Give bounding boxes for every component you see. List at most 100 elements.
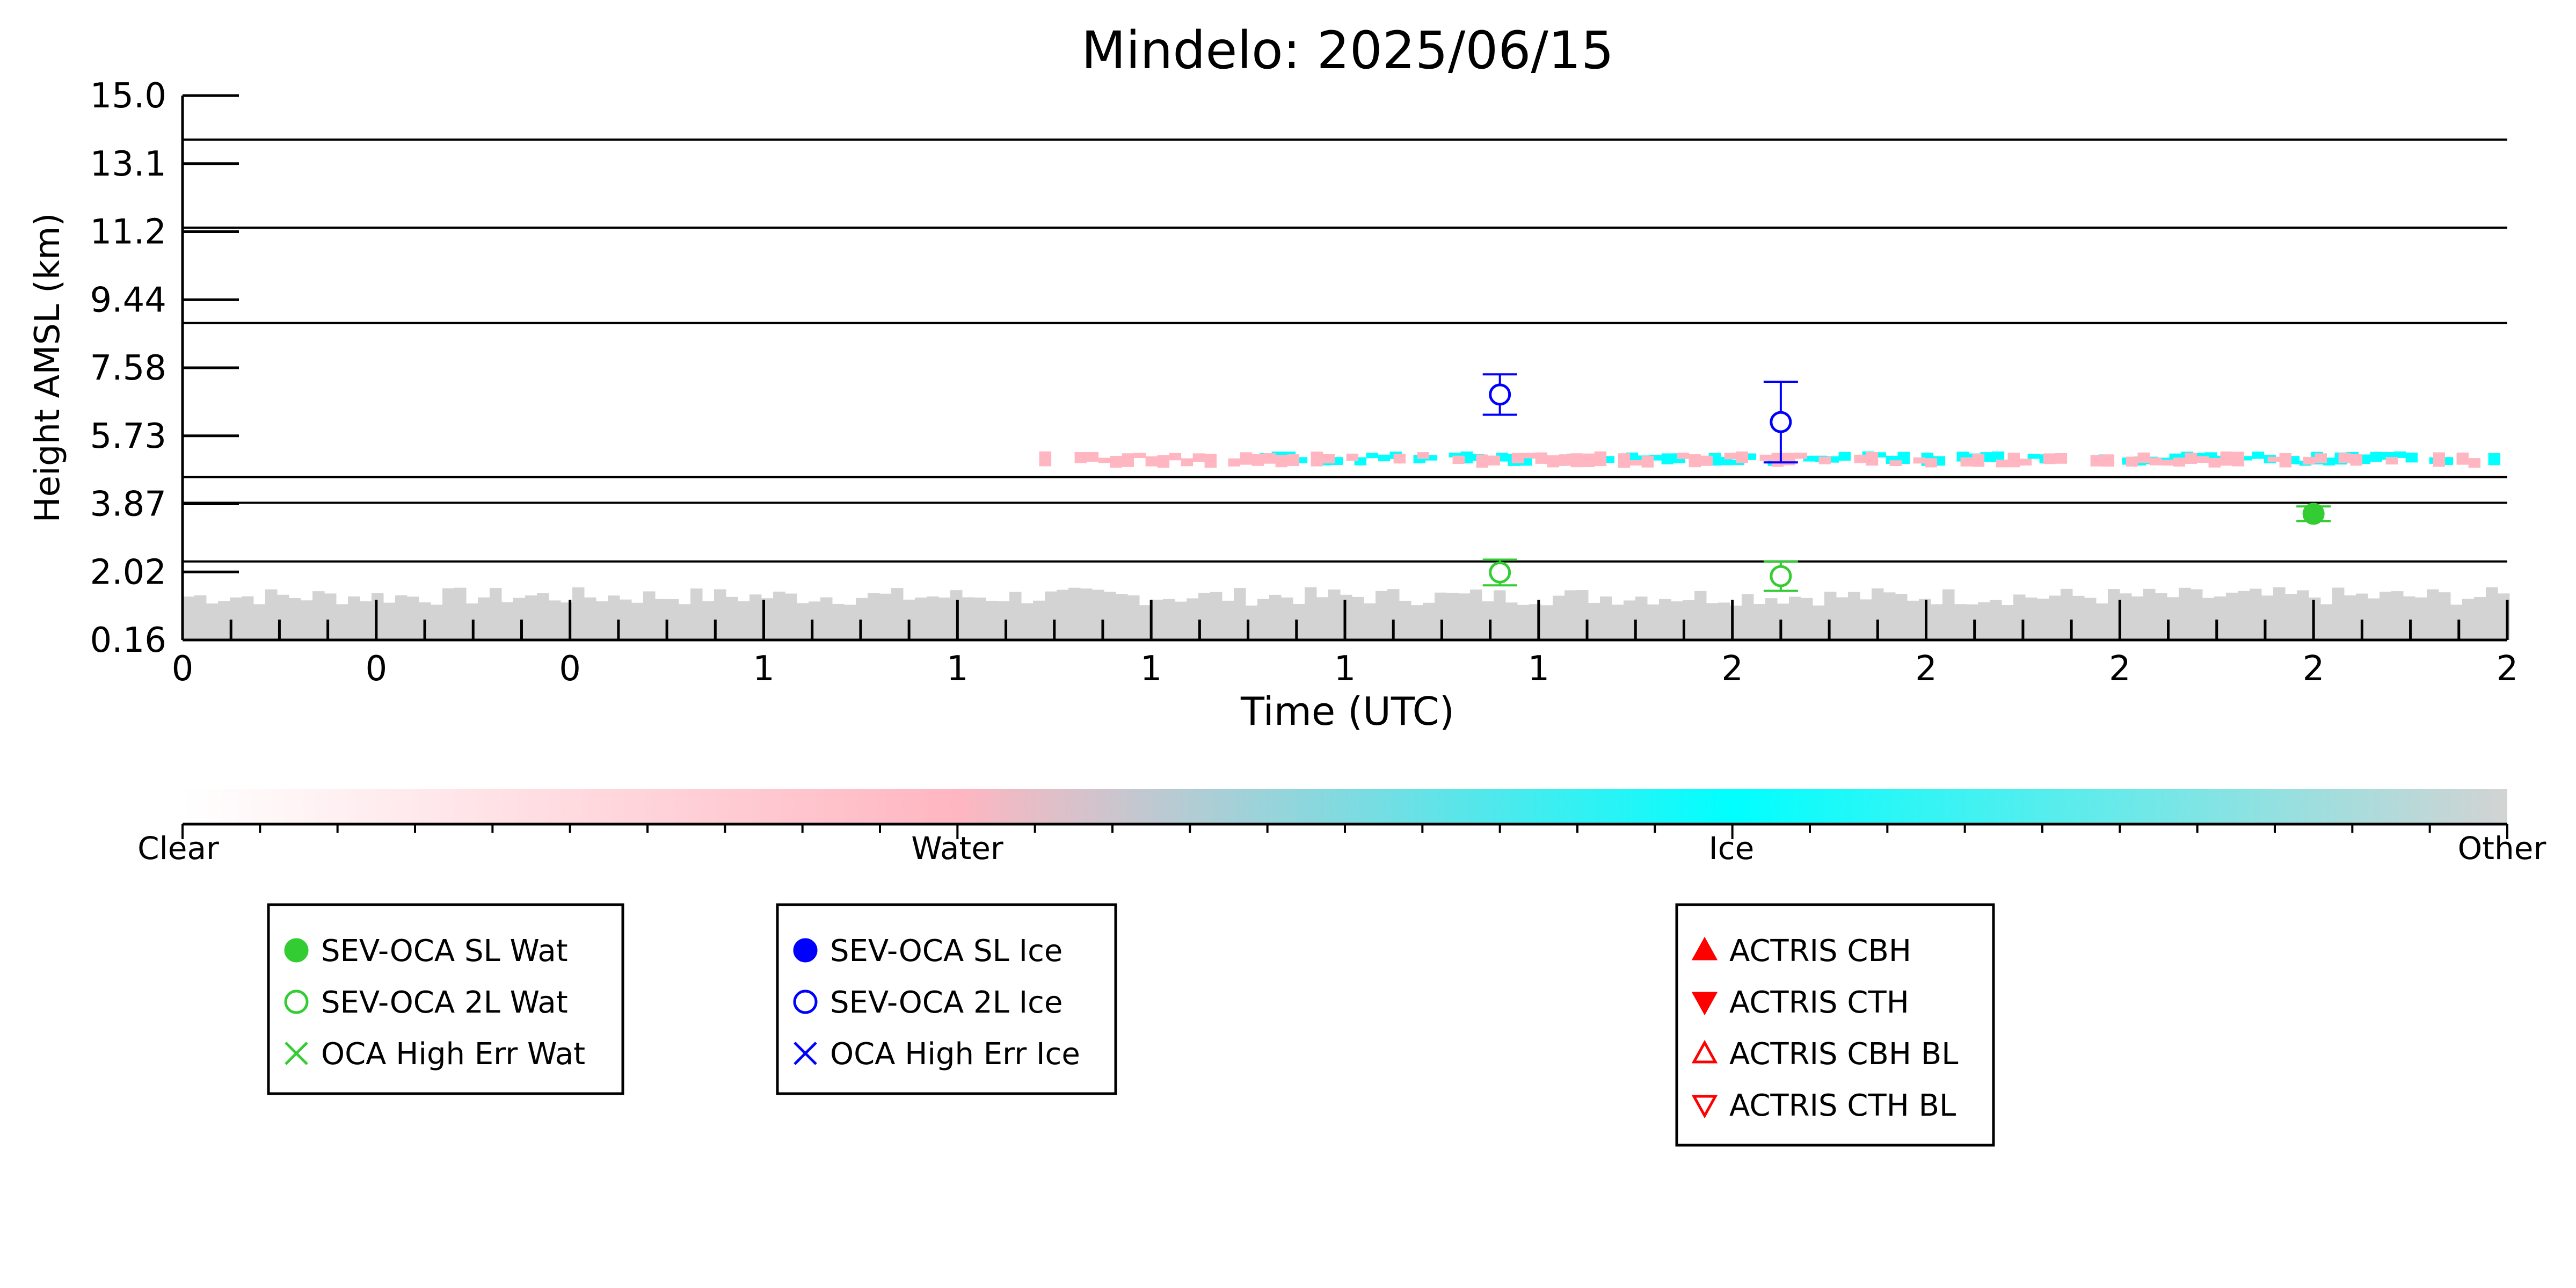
layer-cell (1618, 453, 1631, 468)
layer-cell (1092, 590, 1104, 640)
layer-cell (1446, 593, 1459, 640)
x-tick-label: 2 (2497, 649, 2519, 689)
layer-cell (572, 587, 585, 640)
layer-cell (1476, 454, 1489, 468)
layer-cell (2019, 459, 2032, 466)
layer-cell (1972, 454, 1985, 467)
layer-cell (1033, 600, 1045, 640)
layer-cell (1517, 605, 1530, 640)
layer-cell (1671, 601, 1683, 640)
layer-cell (348, 596, 360, 640)
x-tick-label: 2 (1915, 649, 1937, 689)
x-tick-label: 2 (1721, 649, 1743, 689)
layer-cell (242, 596, 254, 640)
layer-cell (2002, 605, 2014, 640)
layer-cell (395, 595, 407, 640)
layer-cell (2126, 456, 2138, 467)
layer-cell (1629, 460, 1642, 466)
layer-cell (2405, 453, 2418, 463)
layer-cell (2285, 594, 2297, 640)
layer-cell (2320, 604, 2333, 640)
legend-marker-icon (1691, 1095, 1718, 1119)
layer-cell (1547, 455, 1560, 468)
layer-cell (1376, 591, 1388, 640)
layer-cell (2143, 588, 2156, 640)
x-tick-label: 0 (559, 649, 581, 689)
layer-cell (1364, 603, 1376, 640)
layer-cell (1435, 592, 1447, 640)
layer-cell (525, 595, 537, 640)
layer-cell (2226, 592, 2238, 640)
layer-cell (1222, 600, 1234, 640)
layer-cell (1098, 457, 1111, 463)
layer-cell (2025, 597, 2037, 640)
layer-cell (1931, 604, 1943, 640)
y-tick-label: 2.02 (90, 552, 167, 592)
layer-cell (2297, 590, 2309, 640)
x-tick-label: 0 (172, 649, 194, 689)
layer-cell (2368, 598, 2380, 640)
layer-cell (218, 601, 230, 640)
layer-cell (1913, 457, 1926, 464)
layer-cell (1133, 453, 1146, 459)
layer-cell (667, 599, 679, 640)
layer-cell (1057, 590, 1069, 640)
layer-cell (1074, 452, 1087, 463)
layer-cell (183, 596, 195, 640)
layer-cell (1393, 454, 1406, 464)
x-axis-label: Time (UTC) (1240, 689, 1454, 734)
layer-cell (702, 601, 715, 640)
layer-cell (797, 603, 809, 640)
layer-cell (1559, 454, 1571, 466)
layer-cell (749, 594, 762, 640)
layer-cell (513, 598, 526, 640)
layer-cell (738, 601, 750, 640)
layer-cell (1677, 453, 1690, 459)
layer-cell (2486, 587, 2498, 640)
legend-item-label: ACTRIS CTH BL (1729, 1088, 1956, 1123)
layer-cell (2131, 596, 2144, 640)
layer-cell (2450, 605, 2463, 640)
layer-cell (478, 597, 490, 640)
layer-cell (2055, 453, 2068, 464)
layer-cell (2433, 452, 2446, 467)
layer-cell (442, 588, 455, 640)
layer-cell (1263, 453, 1276, 464)
layer-cell (1848, 592, 1860, 640)
layer-cell (2403, 596, 2415, 640)
layer-cell (383, 602, 396, 640)
layer-cell (1777, 603, 1789, 640)
layer-cell (2350, 454, 2363, 466)
layer-cell (2120, 593, 2132, 640)
layer-cell (2379, 592, 2392, 640)
layer-cell (1942, 589, 1955, 640)
layer-cell (2385, 457, 2398, 465)
layer-cell (2149, 457, 2162, 465)
legend-item-label: SEV-OCA 2L Wat (321, 985, 568, 1020)
plot-area: 15.013.111.29.447.585.733.872.020.160 0 0 1… (90, 76, 2519, 689)
layer-cell (301, 600, 313, 640)
legend-item-label: SEV-OCA 2L Ice (830, 985, 1063, 1020)
layer-cell (1157, 455, 1170, 468)
layer-cell (1803, 455, 1816, 462)
legend-marker-icon (793, 938, 818, 963)
layer-cell (655, 599, 667, 640)
layer-cell (2393, 451, 2406, 458)
layer-cell (608, 595, 620, 640)
y-tick-label: 9.44 (90, 280, 167, 320)
layer-cell (1411, 605, 1423, 640)
layer-cell (631, 602, 644, 640)
legend-marker-icon (284, 938, 309, 963)
layer-cell (2415, 597, 2427, 640)
layer-cell (1742, 594, 1754, 640)
y-axis-label: Height AMSL (km) (28, 213, 68, 523)
layer-cell (962, 597, 974, 640)
layer-cell (1192, 453, 1205, 462)
layer-cell (1452, 455, 1465, 464)
layer-cell (1458, 593, 1471, 640)
layer-cell (2240, 456, 2253, 461)
layer-cell (1996, 460, 2009, 468)
layer-cell (2303, 456, 2316, 465)
layer-cell (1328, 590, 1341, 640)
layer-cell (596, 601, 608, 640)
